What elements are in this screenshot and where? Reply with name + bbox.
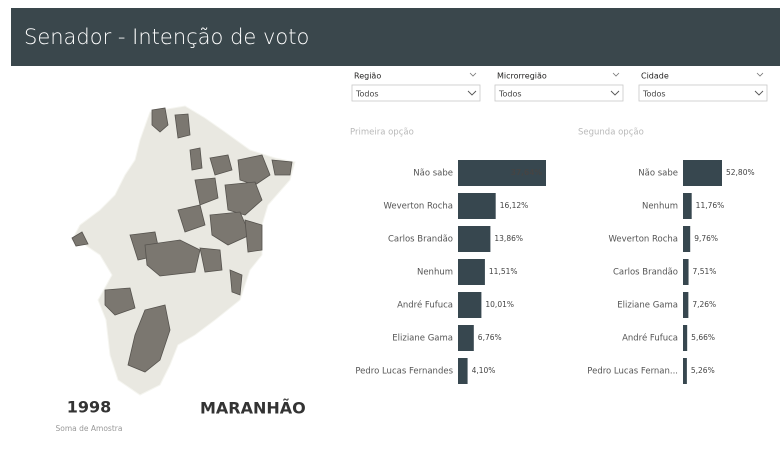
category-label: Não sabe: [413, 169, 453, 179]
dropdown-chevron: [754, 90, 764, 96]
dropdown-chevron: [467, 90, 477, 96]
value-label: 16,12%: [500, 201, 529, 210]
bar: [458, 325, 474, 351]
bar: [458, 292, 482, 318]
value-label: 11,76%: [696, 201, 725, 210]
filter-dropdown[interactable]: [638, 84, 768, 102]
value-label: 11,51%: [489, 267, 518, 276]
category-label: Carlos Brandão: [388, 235, 453, 245]
category-label: Pedro Lucas Fernandes: [355, 367, 453, 377]
value-label: 6,76%: [478, 333, 502, 342]
bar: [683, 193, 692, 219]
filter-chevron: [756, 72, 764, 77]
bar: [683, 358, 687, 384]
page-title: Senador - Intenção de voto: [24, 25, 309, 49]
dropdown-chevron: [610, 90, 620, 96]
value-label: 52,80%: [726, 168, 755, 177]
value-label: 7,26%: [692, 300, 716, 309]
category-label: Nenhum: [417, 268, 453, 278]
map-region: [151, 107, 169, 133]
map-region: [174, 113, 191, 139]
value-label: 10,01%: [485, 300, 514, 309]
filter-label: Cidade: [641, 72, 669, 81]
bar: [683, 325, 688, 351]
filter-chevron: [469, 72, 477, 77]
filters: Região Todos Microrregião Todos Cidade Todos: [351, 72, 768, 102]
bar: [683, 160, 722, 186]
bar-chart: Primeira opção Não sabe 37,64% Weverton Roc…: [350, 128, 546, 384]
filter-label: Região: [354, 72, 381, 81]
bar: [458, 226, 491, 252]
filter-value: Todos: [498, 90, 522, 99]
bar: [683, 226, 691, 252]
map-regions: [71, 107, 293, 373]
map-region: [271, 159, 293, 176]
category-label: André Fufuca: [622, 333, 678, 344]
bar: [683, 259, 689, 285]
filter-label: Microrregião: [497, 72, 547, 81]
map-region: [199, 247, 223, 273]
value-label: 5,66%: [691, 333, 715, 342]
value-label: 7,51%: [693, 267, 717, 276]
map-label: MARANHÃO: [200, 399, 306, 418]
map-region: [104, 287, 136, 316]
map-region: [127, 304, 171, 373]
map-region: [189, 147, 203, 171]
category-label: Weverton Rocha: [608, 235, 678, 245]
category-label: Weverton Rocha: [383, 202, 453, 212]
filter-value: Todos: [642, 90, 666, 99]
map-region: [144, 239, 201, 277]
category-label: Eliziane Gama: [617, 301, 678, 311]
header-bar: [11, 8, 780, 66]
map-region: [237, 154, 271, 186]
bar-chart: Segunda opção Não sabe 52,80% Nenhum 11,76% W…: [578, 128, 755, 384]
category-label: Eliziane Gama: [392, 334, 453, 344]
charts: Primeira opção Não sabe 37,64% Weverton Roc…: [350, 128, 755, 384]
map-region: [229, 269, 243, 296]
map-region: [209, 154, 233, 176]
map-region: [177, 204, 206, 233]
card-caption: Soma de Amostra: [56, 424, 123, 433]
chart-title: Segunda opção: [578, 128, 644, 138]
map-region: [224, 181, 263, 216]
filter-dropdown[interactable]: [494, 84, 624, 102]
category-label: Carlos Brandão: [613, 268, 678, 278]
map-region: [71, 231, 89, 247]
card-value: 1998: [67, 398, 112, 417]
chart-title: Primeira opção: [350, 128, 414, 138]
filter-value: Todos: [355, 90, 379, 99]
bar: [683, 292, 689, 318]
value-label: 13,86%: [494, 234, 523, 243]
map-region: [194, 177, 219, 206]
category-label: Nenhum: [642, 202, 678, 212]
filter-chevron: [612, 72, 620, 77]
bar: [458, 259, 485, 285]
bar: [458, 160, 546, 186]
value-label: 37,64%: [511, 168, 543, 177]
map-region: [209, 211, 251, 246]
value-label: 4,10%: [472, 366, 496, 375]
bar: [458, 358, 468, 384]
category-label: Pedro Lucas Fernan...: [587, 367, 678, 377]
value-label: 5,26%: [691, 366, 715, 375]
map-region: [244, 219, 263, 253]
filter-dropdown[interactable]: [351, 84, 481, 102]
category-label: André Fufuca: [397, 300, 453, 311]
category-label: Não sabe: [638, 169, 678, 179]
value-label: 9,76%: [694, 234, 718, 243]
bar: [458, 193, 496, 219]
map: MARANHÃO: [71, 105, 306, 418]
